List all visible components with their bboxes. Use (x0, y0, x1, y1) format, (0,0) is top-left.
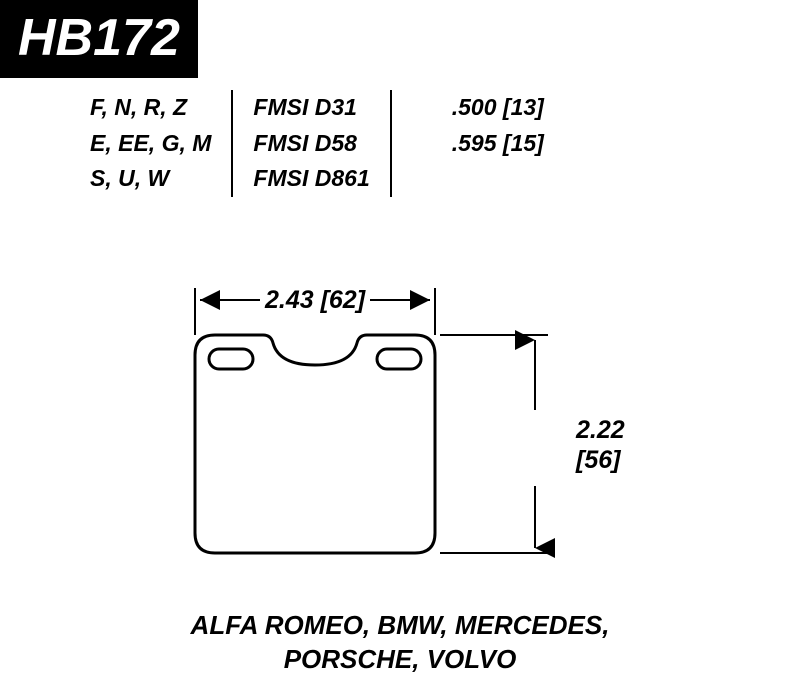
height-label-mm: [56] (575, 446, 622, 474)
spec-cell: S, U, W (90, 161, 211, 197)
spec-cell: E, EE, G, M (90, 126, 211, 162)
part-number-header: HB172 (0, 0, 198, 78)
applications-line1: ALFA ROMEO, BMW, MERCEDES, (0, 610, 800, 641)
spec-cell: .500 [13] (452, 90, 544, 126)
spec-col-fmsi: FMSI D31 FMSI D58 FMSI D861 (233, 90, 389, 197)
applications-line2: PORSCHE, VOLVO (0, 644, 800, 675)
spec-cell: F, N, R, Z (90, 90, 211, 126)
pad-svg: 2.43 [62] 2.22 [56] (0, 250, 800, 620)
height-dimension: 2.22 [56] (440, 335, 625, 553)
spec-cell: .595 [15] (452, 126, 544, 162)
spec-col-thickness: .500 [13] .595 [15] (392, 90, 564, 197)
width-dimension: 2.43 [62] (195, 286, 435, 335)
spec-cell: FMSI D58 (253, 126, 369, 162)
width-label: 2.43 [62] (264, 286, 367, 314)
spec-cell: FMSI D31 (253, 90, 369, 126)
spec-sheet: HB172 F, N, R, Z E, EE, G, M S, U, W FMS… (0, 0, 800, 691)
height-label-in: 2.22 (575, 416, 625, 444)
spec-col-compounds: F, N, R, Z E, EE, G, M S, U, W (70, 90, 231, 197)
spec-table: F, N, R, Z E, EE, G, M S, U, W FMSI D31 … (70, 90, 564, 197)
pad-outline (195, 335, 435, 553)
spec-cell: FMSI D861 (253, 161, 369, 197)
pad-diagram: 2.43 [62] 2.22 [56] (0, 250, 800, 620)
